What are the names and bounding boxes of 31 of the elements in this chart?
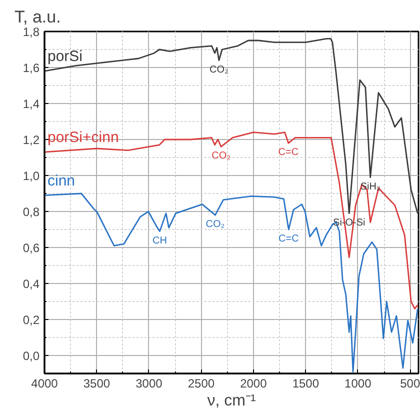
annotation: C=C [278,147,299,158]
x-tick-label: 3000 [136,376,163,390]
line-series [44,38,418,214]
series-label: porSi+cinn [48,129,119,146]
y-tick-label: 1,2 [22,133,40,147]
x-tick-label: 1500 [292,376,320,390]
y-tick-label: 0,4 [22,277,40,291]
y-tick-label: 1,8 [22,25,40,39]
x-tick-label: 2500 [188,376,215,390]
series-label: cinn [48,172,76,190]
y-tick-label: 0,2 [22,313,40,327]
annotation: CH [152,235,167,246]
x-tick-label: 500 [400,376,420,390]
y-tick-label: 0,6 [22,241,40,255]
annotation: C=C [278,234,299,244]
x-tick-label: 1000 [344,376,372,390]
x-tick-label: 3500 [83,376,110,390]
y-tick-label: 1,0 [22,169,40,183]
annotation: CO₂ [212,150,231,162]
y-tick-label: 1,6 [22,61,40,75]
series-label: porSi [48,48,83,66]
annotation: CO₂ [206,219,225,230]
line-series [44,132,418,310]
x-tick-label: 2000 [240,376,268,390]
x-tick-label: 4000 [31,376,58,390]
y-tick-label: 0,8 [22,205,40,219]
x-axis-title: ν, cm⁻¹ [207,392,256,410]
annotation: CO₂ [210,64,229,76]
y-tick-label: 1,4 [22,97,40,111]
y-tick-label: 0,0 [22,349,40,363]
y-axis-title: T, a.u. [14,8,61,26]
